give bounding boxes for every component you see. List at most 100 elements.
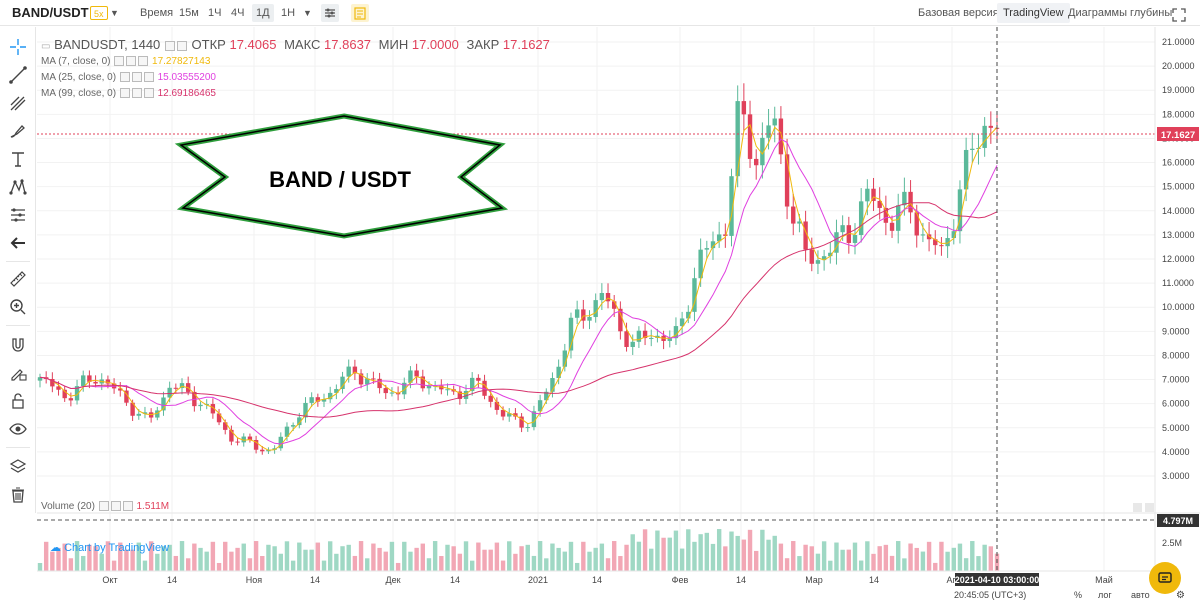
ma25-gear-icon[interactable] xyxy=(131,72,142,83)
volume-bar xyxy=(395,562,401,571)
ma7-eye-icon[interactable] xyxy=(114,56,125,67)
tf-4h[interactable]: 4Ч xyxy=(231,7,245,19)
volume-gear-icon[interactable] xyxy=(110,501,121,512)
candle-body xyxy=(260,449,265,452)
price-tick-label: 8.0000 xyxy=(1162,350,1190,360)
annotation-shape[interactable]: BAND / USDT xyxy=(174,113,509,239)
volume-bar xyxy=(155,553,160,571)
lock-drawings-icon[interactable] xyxy=(6,361,30,385)
candle-body xyxy=(741,101,747,115)
volume-bar xyxy=(290,560,296,571)
brush-icon[interactable] xyxy=(6,119,30,143)
auto-toggle[interactable]: авто xyxy=(1131,590,1150,600)
candle-body xyxy=(525,427,530,429)
volume-bar xyxy=(926,541,932,571)
price-tick-label: 15.0000 xyxy=(1162,182,1195,192)
pane-close-icon[interactable] xyxy=(1145,503,1154,512)
legend-title: BANDUSDT, 1440 xyxy=(54,37,161,52)
volume-close-icon[interactable] xyxy=(122,501,133,512)
zoom-icon[interactable] xyxy=(6,295,30,319)
layers-icon[interactable] xyxy=(6,455,30,479)
candle-body xyxy=(198,404,203,407)
volume-bar xyxy=(778,543,784,571)
volume-bar xyxy=(624,544,629,571)
text-tool-icon[interactable] xyxy=(6,147,30,171)
ma25-close-icon[interactable] xyxy=(143,72,154,83)
fullscreen-icon[interactable] xyxy=(1172,6,1186,32)
date-crosshair-value: 2021-04-10 03:00:00 xyxy=(955,575,1040,585)
volume-eye-icon[interactable] xyxy=(98,501,109,512)
view-tradingview-link[interactable]: TradingView xyxy=(997,3,1070,23)
tf-15m[interactable]: 15м xyxy=(179,7,199,19)
volume-bar xyxy=(544,558,549,571)
tf-1d[interactable]: 1Д xyxy=(252,4,274,22)
eye-icon[interactable] xyxy=(6,417,30,441)
tf-1h[interactable]: 1Ч xyxy=(208,7,222,19)
pane-up-icon[interactable] xyxy=(1133,503,1142,512)
volume-bar xyxy=(951,547,956,571)
chat-button[interactable] xyxy=(1149,562,1181,594)
volume-bar xyxy=(649,548,654,571)
indicators-icon[interactable] xyxy=(321,4,339,22)
candle-body xyxy=(278,436,283,449)
tf-dropdown-icon[interactable]: ▼ xyxy=(303,8,312,18)
ma99-gear-icon[interactable] xyxy=(131,88,142,99)
crosshair-icon[interactable] xyxy=(6,35,30,59)
candle-body xyxy=(562,350,568,367)
pitchfork-icon[interactable] xyxy=(6,91,30,115)
trash-icon[interactable] xyxy=(6,483,30,507)
volume-bar xyxy=(463,541,469,571)
ma99-eye-icon[interactable] xyxy=(119,88,130,99)
percent-toggle[interactable]: % xyxy=(1074,590,1083,600)
settings-gear-icon[interactable]: ⚙ xyxy=(1176,590,1185,601)
volume-bar xyxy=(865,541,870,571)
candle-body xyxy=(871,188,876,201)
time-tick-label: 2021 xyxy=(528,575,548,585)
volume-bar xyxy=(469,560,475,571)
trendline-icon[interactable] xyxy=(6,63,30,87)
notes-icon[interactable] xyxy=(351,4,369,22)
volume-bar xyxy=(87,544,92,571)
volume-bar xyxy=(309,549,314,571)
view-basic-link[interactable]: Базовая версия xyxy=(918,7,999,19)
candle-body xyxy=(290,425,296,427)
time-tick-label: Окт xyxy=(102,575,117,585)
ma99-close-icon[interactable] xyxy=(143,88,154,99)
magnet-icon[interactable] xyxy=(6,333,30,357)
volume-bar xyxy=(402,541,407,571)
tradingview-watermark[interactable]: ☁ Chart by TradingView xyxy=(50,541,169,554)
volume-bar xyxy=(43,541,49,571)
pattern-icon[interactable] xyxy=(6,175,30,199)
volume-bar xyxy=(581,541,586,571)
candle-body xyxy=(877,200,882,208)
volume-bar xyxy=(56,547,61,571)
back-arrow-icon[interactable] xyxy=(6,231,30,255)
ma7-gear-icon[interactable] xyxy=(126,56,137,67)
lock-icon[interactable] xyxy=(6,389,30,413)
volume-bar xyxy=(525,544,530,571)
volume-bar xyxy=(266,544,271,571)
legend-settings-icon[interactable] xyxy=(164,40,175,51)
legend-gear-icon[interactable] xyxy=(176,40,187,51)
high-value: 17.8637 xyxy=(324,37,372,52)
symbol-title[interactable]: BAND/USDT xyxy=(12,5,89,20)
tf-1w[interactable]: 1Н xyxy=(281,7,296,19)
volume-bar xyxy=(74,541,80,571)
view-depth-link[interactable]: Диаграммы глубины xyxy=(1068,7,1173,19)
ma7-close-icon[interactable] xyxy=(138,56,149,67)
ruler-icon[interactable] xyxy=(6,267,30,291)
volume-bar xyxy=(334,553,339,571)
candle-body xyxy=(445,389,450,391)
prediction-icon[interactable] xyxy=(6,203,30,227)
collapse-icon[interactable]: ▭ xyxy=(41,41,51,52)
candle-body xyxy=(710,241,716,249)
candle-body xyxy=(488,395,493,402)
symbol-dropdown-icon[interactable]: ▼ xyxy=(110,8,119,18)
log-toggle[interactable]: лог xyxy=(1098,590,1112,600)
time-tick-label: Мар xyxy=(805,575,823,585)
ma25-eye-icon[interactable] xyxy=(119,72,130,83)
time-button[interactable]: Время xyxy=(140,7,174,19)
volume-bar xyxy=(142,560,148,571)
volume-bar xyxy=(136,542,141,571)
